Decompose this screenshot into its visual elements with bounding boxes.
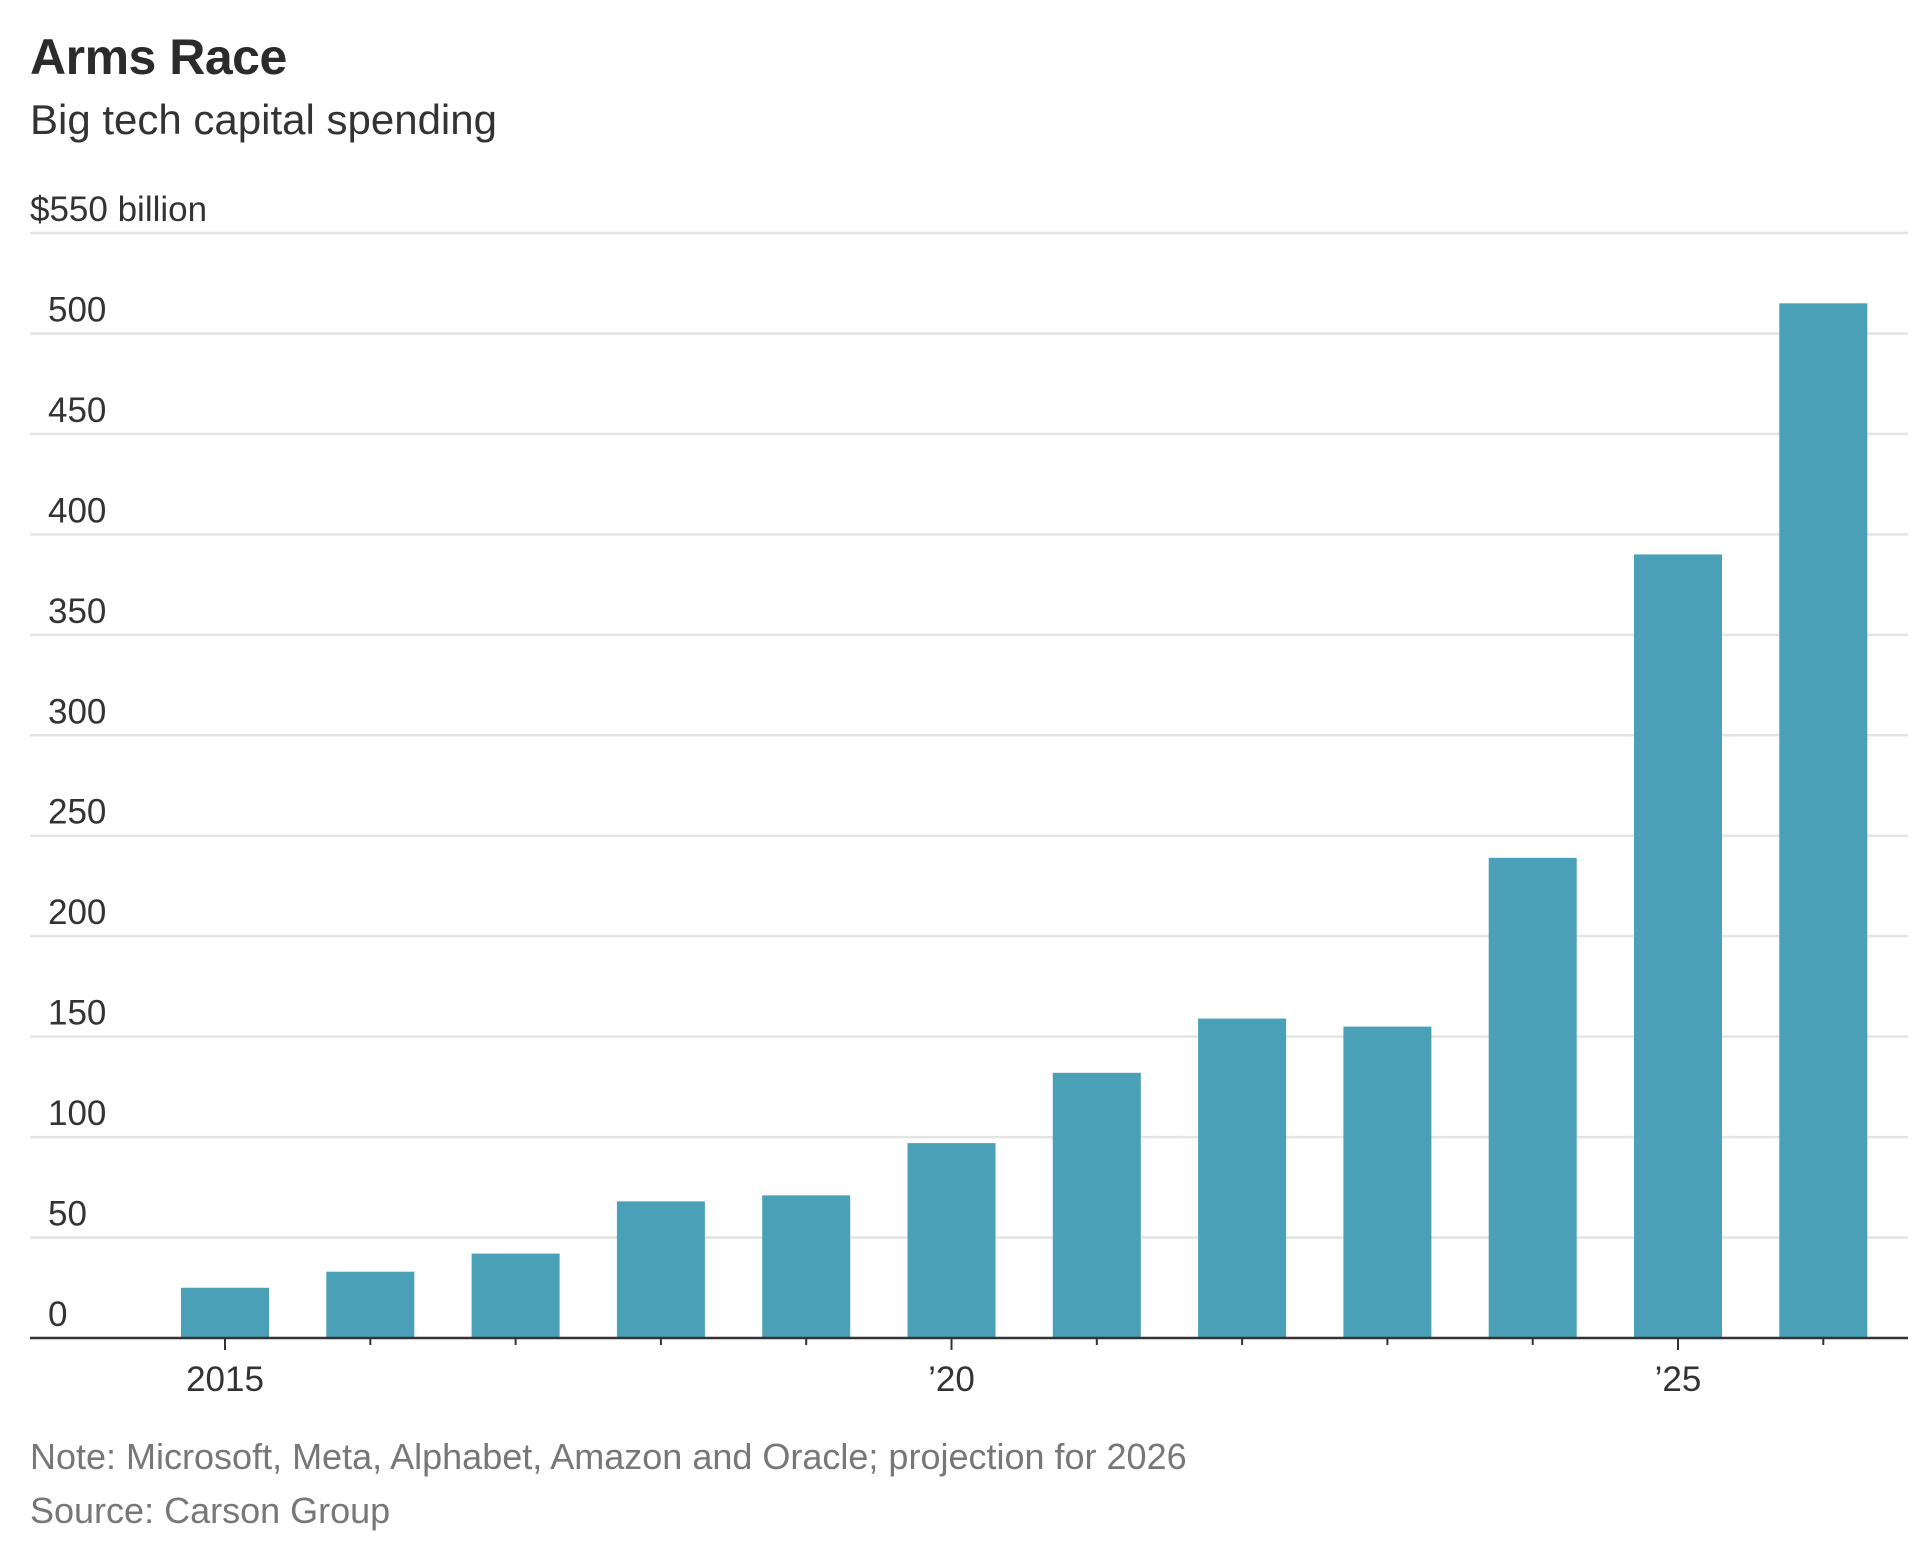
bar-2016 [326, 1271, 415, 1338]
y-tick-label: 250 [48, 793, 106, 832]
y-tick-label: 300 [48, 692, 106, 731]
chart-note: Note: Microsoft, Meta, Alphabet, Amazon … [30, 1436, 1187, 1477]
tick-labels: 0 50 100 150 200 250 300 350 400 450 500 $550 billi… [30, 190, 1701, 1399]
x-tick-label: ’20 [928, 1360, 975, 1399]
y-tick-label: 450 [48, 391, 106, 430]
x-axis [30, 1336, 1908, 1350]
bar-2020 [907, 1143, 996, 1338]
chart-title: Arms Race [30, 29, 287, 85]
bar-2022 [1198, 1018, 1287, 1338]
chart-subtitle: Big tech capital spending [30, 96, 497, 143]
gridlines [30, 231, 1908, 1239]
chart-source: Source: Carson Group [30, 1490, 391, 1531]
y-tick-label: 500 [48, 290, 106, 329]
bar-2015 [181, 1287, 269, 1338]
y-tick-label: 100 [48, 1094, 106, 1133]
bar-2021 [1052, 1072, 1141, 1338]
y-tick-label: 150 [48, 994, 106, 1033]
bar-2018 [616, 1201, 705, 1338]
y-tick-label: 200 [48, 893, 106, 932]
bar-2024 [1488, 857, 1577, 1338]
y-tick-label: 0 [48, 1295, 67, 1334]
bar-2019 [762, 1195, 851, 1338]
bar-2025 [1634, 554, 1722, 1338]
y-tick-label: 400 [48, 491, 106, 530]
y-tick-label: 50 [48, 1195, 87, 1234]
bar-chart: 0 50 100 150 200 250 300 350 400 450 500 $550 billi… [30, 190, 1908, 1399]
bar-2026 [1779, 303, 1868, 1339]
y-tick-label: 350 [48, 592, 106, 631]
x-tick-label: ’25 [1655, 1360, 1702, 1399]
y-axis-unit-label: $550 billion [30, 190, 207, 229]
bar-2023 [1343, 1026, 1432, 1338]
bars [181, 303, 1868, 1339]
bar-2017 [471, 1253, 560, 1338]
x-tick-label: 2015 [186, 1360, 264, 1399]
